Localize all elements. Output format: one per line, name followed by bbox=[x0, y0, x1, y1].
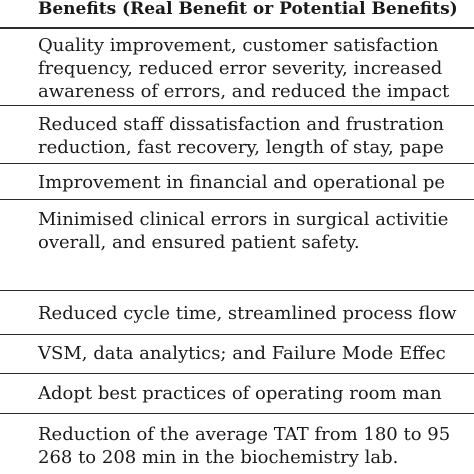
cell-line: awareness of errors, and reduced the imp… bbox=[38, 81, 450, 102]
row-divider bbox=[0, 413, 474, 414]
cell-line: Reduced cycle time, streamlined process … bbox=[38, 303, 457, 324]
row-divider bbox=[0, 199, 474, 200]
cell-line: Improvement in financial and operational… bbox=[38, 172, 445, 193]
cell-line: reduction, fast recovery, length of stay… bbox=[38, 137, 444, 158]
row-divider bbox=[0, 290, 474, 291]
cell-line: VSM, data analytics; and Failure Mode Ef… bbox=[38, 343, 446, 364]
cell-line: overall, and ensured patient safety. bbox=[38, 232, 360, 253]
table-row: Adopt best practices of operating room m… bbox=[38, 382, 442, 405]
row-divider bbox=[0, 373, 474, 374]
table-row: Minimised clinical errors in surgical ac… bbox=[38, 208, 448, 254]
table-row: Reduced cycle time, streamlined process … bbox=[38, 302, 457, 325]
table-row: Improvement in financial and operational… bbox=[38, 171, 445, 194]
table-row: Reduction of the average TAT from 180 to… bbox=[38, 423, 450, 469]
row-divider bbox=[0, 163, 474, 164]
cell-line: 268 to 208 min in the biochemistry lab. bbox=[38, 447, 399, 468]
row-divider bbox=[0, 105, 474, 106]
table-row: VSM, data analytics; and Failure Mode Ef… bbox=[38, 342, 446, 365]
cell-line: frequency, reduced error severity, incre… bbox=[38, 58, 443, 79]
cell-line: Reduction of the average TAT from 180 to… bbox=[38, 424, 451, 445]
row-divider bbox=[0, 334, 474, 335]
cell-line: Minimised clinical errors in surgical ac… bbox=[38, 209, 449, 230]
column-header-benefits: Benefits (Real Benefit or Potential Bene… bbox=[38, 0, 458, 19]
cell-line: Reduced staff dissatisfaction and frustr… bbox=[38, 114, 444, 135]
table-row: Reduced staff dissatisfaction and frustr… bbox=[38, 113, 444, 159]
cell-line: Quality improvement, customer satisfacti… bbox=[38, 35, 439, 56]
header-rule bbox=[0, 27, 474, 29]
cell-line: Adopt best practices of operating room m… bbox=[38, 383, 442, 404]
table-row: Quality improvement, customer satisfacti… bbox=[38, 34, 449, 103]
